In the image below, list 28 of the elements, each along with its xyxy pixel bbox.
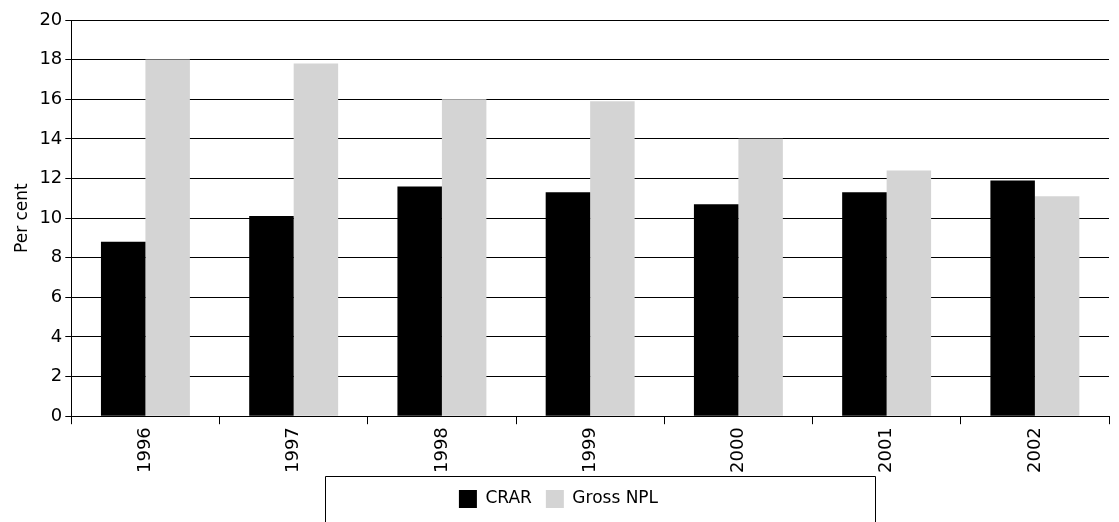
- y-tick-label: 2: [50, 364, 63, 386]
- bar: [590, 101, 635, 416]
- y-tick-label: 16: [39, 86, 63, 108]
- y-tick-label: 8: [50, 245, 63, 267]
- legend-label: CRAR: [485, 487, 533, 508]
- y-axis-title: Per cent: [10, 182, 31, 253]
- y-tick-label: 12: [39, 166, 63, 188]
- x-tick-label: 1996: [133, 427, 155, 473]
- x-tick-label: 1999: [577, 427, 599, 473]
- x-tick-label: 1997: [281, 427, 303, 473]
- bar: [293, 63, 339, 416]
- bar: [441, 99, 487, 416]
- bar: [1034, 196, 1080, 416]
- y-tick-label: 20: [39, 7, 63, 29]
- bar: [886, 170, 932, 416]
- y-tick-label: 4: [50, 324, 63, 346]
- x-tick-label: 2000: [726, 427, 748, 473]
- x-tick-label: 2002: [1022, 427, 1044, 473]
- x-tick-label: 1998: [429, 427, 451, 473]
- bar: [738, 138, 783, 416]
- x-tick-label: 2001: [874, 427, 896, 473]
- legend-label: Gross NPL: [572, 487, 659, 508]
- y-tick-label: 10: [39, 205, 63, 227]
- y-tick-label: 14: [39, 126, 63, 148]
- y-tick-label: 0: [50, 403, 63, 425]
- y-tick-label: 18: [39, 47, 63, 69]
- bar: [145, 59, 190, 416]
- y-tick-label: 6: [50, 285, 63, 307]
